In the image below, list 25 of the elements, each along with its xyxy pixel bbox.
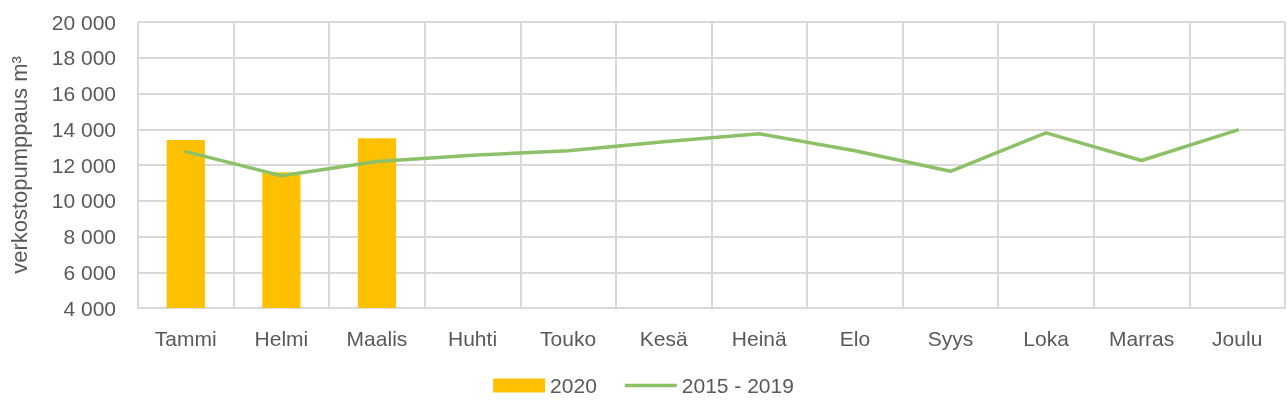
x-tick-label: Joulu	[1212, 327, 1263, 350]
y-tick-label: 10 000	[51, 189, 116, 213]
x-tick-label: Elo	[839, 327, 871, 350]
x-tick-label: Marras	[1108, 327, 1175, 350]
y-tick-label: 6 000	[63, 260, 116, 284]
x-tick-label: Kesä	[639, 327, 688, 350]
legend-label: 2015 - 2019	[681, 374, 794, 397]
legend-label: 2020	[550, 374, 597, 397]
x-tick-label: Touko	[540, 327, 597, 350]
x-tick-label: Tammi	[154, 327, 217, 350]
y-tick-label: 16 000	[51, 82, 116, 105]
x-tick-label: Helmi	[254, 327, 309, 350]
y-tick-label: 8 000	[63, 225, 116, 248]
line-series	[184, 128, 1239, 178]
x-tick-label: Huhti	[448, 327, 498, 350]
y-tick-label: 12 000	[51, 153, 116, 177]
x-tick-label: Syys	[927, 327, 974, 350]
y-tick-label: 20 000	[51, 10, 116, 34]
x-tick-label: Maalis	[346, 327, 408, 350]
x-tick-label: Heinä	[731, 327, 788, 350]
y-tick-label: 4 000	[63, 296, 116, 320]
y-tick-label: 18 000	[51, 46, 116, 70]
y-axis-title: verkostopumppaus m³	[6, 56, 32, 274]
y-tick-label: 14 000	[51, 117, 116, 141]
x-tick-label: Loka	[1023, 327, 1070, 350]
